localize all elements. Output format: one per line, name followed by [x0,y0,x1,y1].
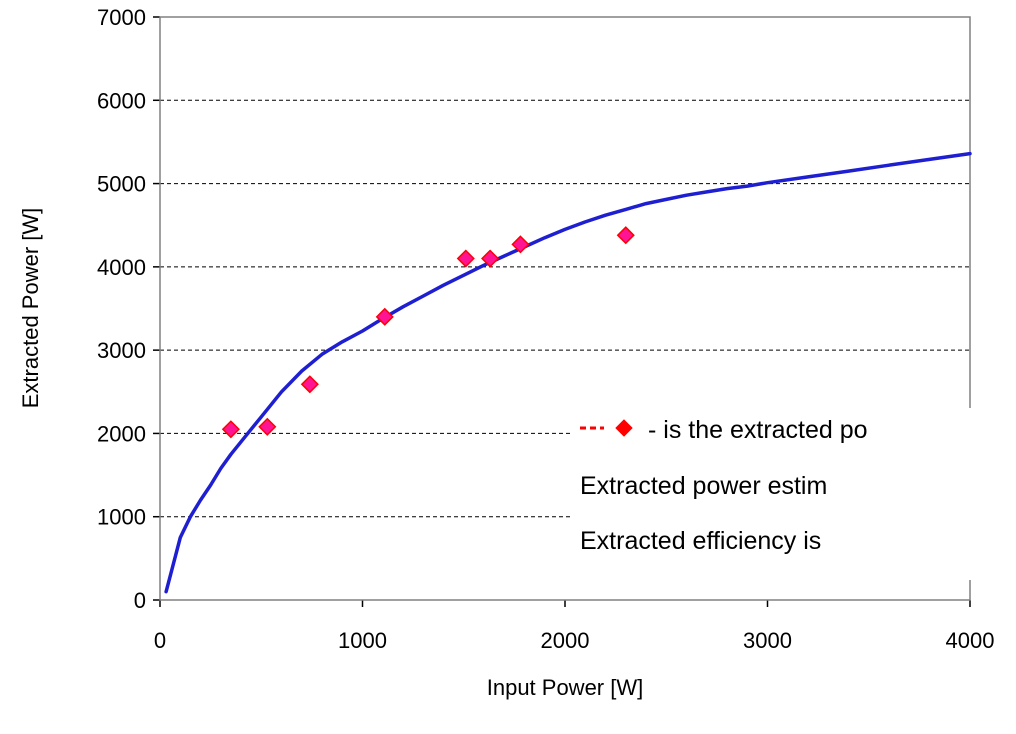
y-tick-label-7: 7000 [97,5,146,30]
data-point-2 [300,375,319,394]
plot-frame [159,16,971,601]
y-tick-label-2: 2000 [97,421,146,446]
x-axis-title: Input Power [W] [487,675,644,700]
legend: - is the extracted po Extracted power es… [570,408,1016,580]
legend-line-1: - is the extracted po [648,416,868,444]
y-tick-label-5: 5000 [97,172,146,197]
x-tick-label-1: 1000 [338,628,387,653]
x-tick-label-3: 3000 [743,628,792,653]
series-line-1 [164,151,972,594]
series-line-group [164,151,972,594]
series-points-group [221,226,635,439]
y-tick-label-0: 0 [134,588,146,613]
y-tick-label-4: 4000 [97,255,146,280]
data-point-6 [511,235,530,254]
data-point-7 [616,226,635,245]
legend-line-3: Extracted efficiency is [580,527,821,555]
legend-box [570,408,1016,580]
data-point-3 [375,307,394,326]
legend-line-2: Extracted power estim [580,472,827,500]
x-tick-label-2: 2000 [541,628,590,653]
x-tick-label-4: 4000 [946,628,995,653]
data-point-0 [221,420,240,439]
data-point-1 [258,417,277,436]
data-point-5 [481,249,500,268]
legend-marker-sample [615,419,633,437]
y-axis-title: Extracted Power [W] [18,208,43,409]
x-tick-label-0: 0 [154,628,166,653]
tick-labels: 0 1000 2000 3000 4000 5000 6000 7000 0 1000 2000 30… [97,5,994,653]
y-tick-label-6: 6000 [97,88,146,113]
data-point-4 [456,249,475,268]
y-tick-label-1: 1000 [97,505,146,530]
y-tick-label-3: 3000 [97,338,146,363]
